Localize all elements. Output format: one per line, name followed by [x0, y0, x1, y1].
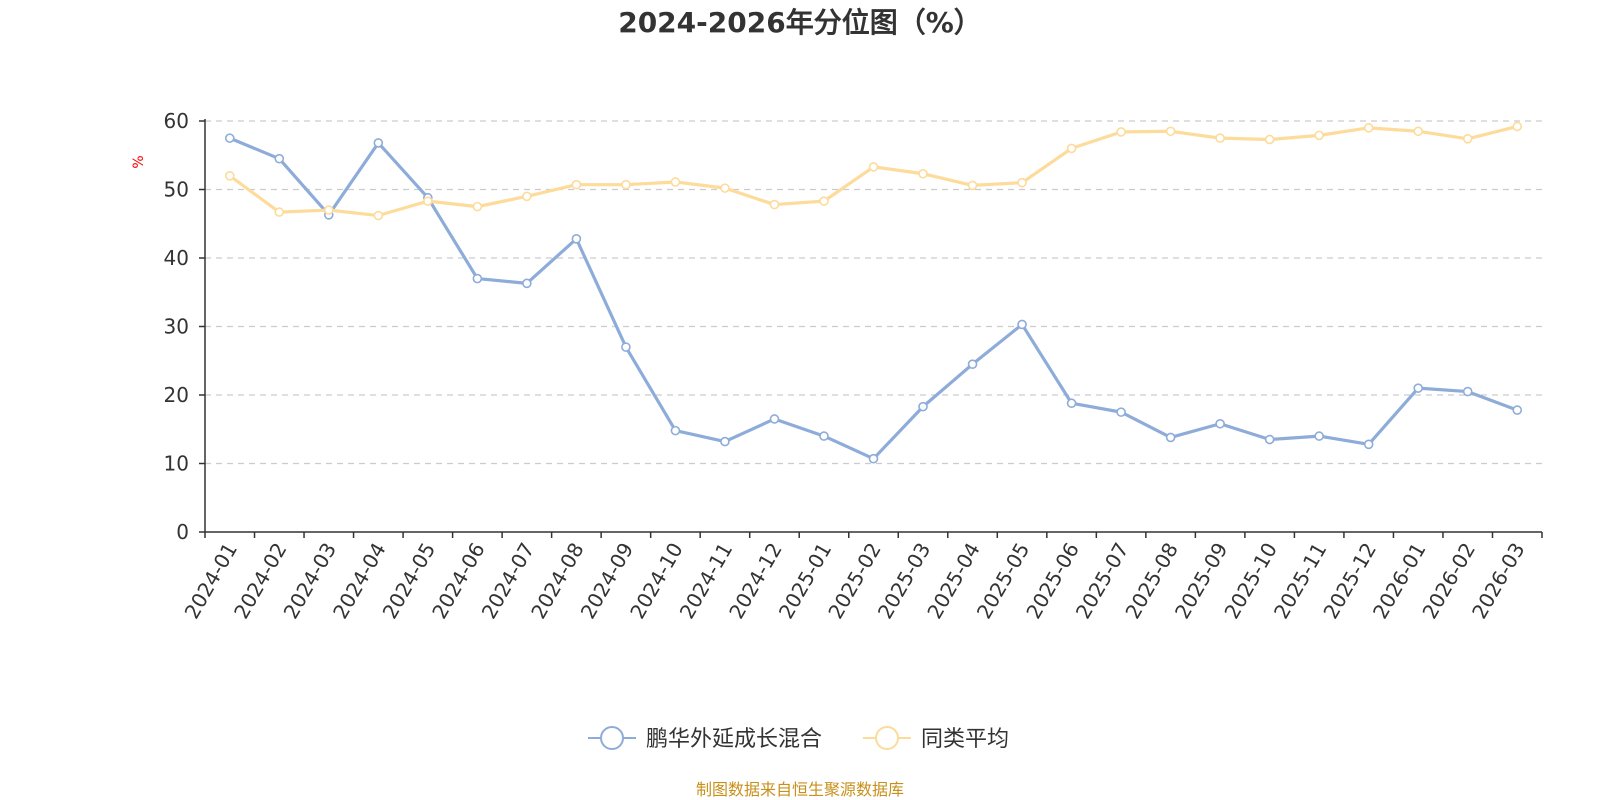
y-tick-label: 60 — [164, 109, 189, 133]
y-tick-label: 50 — [164, 178, 189, 202]
data-point — [1165, 126, 1176, 137]
y-axis-unit: % — [131, 155, 147, 168]
data-point — [670, 425, 681, 436]
y-tick-label: 40 — [164, 246, 189, 270]
data-point — [1264, 134, 1275, 145]
data-point — [1413, 126, 1424, 137]
data-point — [1512, 405, 1523, 415]
legend-marker-1 — [875, 726, 899, 750]
data-point — [1264, 434, 1275, 445]
data-point — [967, 180, 978, 191]
data-point — [720, 183, 730, 193]
y-tick-label: 0 — [176, 520, 189, 544]
data-point — [621, 179, 631, 190]
data-point — [274, 207, 285, 217]
data-point — [1363, 439, 1374, 450]
data-point — [571, 234, 582, 244]
legend-label-0: 鹏华外延成长混合 — [646, 727, 822, 752]
legend[interactable]: 鹏华外延成长混合 同类平均 — [588, 726, 1009, 752]
data-point — [522, 191, 532, 202]
source-note: 制图数据来自恒生聚源数据库 — [696, 780, 904, 799]
data-point — [720, 436, 730, 447]
data-point — [621, 342, 631, 352]
data-point — [819, 431, 829, 441]
data-point — [224, 133, 235, 143]
data-point — [1314, 431, 1324, 441]
legend-marker-0 — [600, 726, 624, 750]
grid — [205, 120, 1542, 465]
data-point — [1066, 398, 1077, 409]
data-point — [224, 171, 235, 181]
data-point — [1165, 432, 1176, 443]
data-point — [819, 196, 829, 206]
data-point — [1462, 134, 1473, 144]
data-point — [1512, 121, 1523, 132]
data-point — [1215, 133, 1225, 143]
data-point — [1066, 143, 1077, 154]
data-point — [1413, 383, 1424, 393]
data-point — [373, 210, 384, 221]
data-point — [769, 199, 780, 210]
data-point — [868, 453, 879, 464]
data-point — [1215, 418, 1225, 429]
y-tick-label: 30 — [164, 315, 189, 339]
data-point — [472, 201, 483, 212]
data-point — [1462, 386, 1473, 397]
data-point — [670, 177, 681, 187]
legend-label-1: 同类平均 — [921, 727, 1009, 752]
data-point — [373, 138, 384, 148]
data-point — [1116, 127, 1126, 137]
y-tick-label: 20 — [164, 383, 189, 407]
data-point — [323, 205, 334, 215]
data-point — [918, 168, 928, 179]
data-point — [769, 414, 780, 424]
data-point — [472, 273, 483, 284]
data-point — [571, 179, 582, 190]
data-point — [1314, 130, 1324, 141]
data-point — [918, 401, 928, 412]
data-point — [423, 196, 433, 206]
axes: 01020304050602024-012024-022024-032024-0… — [164, 109, 1543, 623]
data-point — [274, 153, 285, 164]
data-point — [868, 162, 879, 172]
chart-title: 2024-2026年分位图（%） — [618, 6, 982, 39]
data-point — [1017, 319, 1027, 330]
data-point — [1017, 177, 1027, 188]
series-lines — [224, 121, 1523, 464]
series-line-0 — [229, 136, 1518, 461]
data-point — [1116, 407, 1126, 417]
data-point — [1363, 123, 1374, 133]
y-tick-label: 10 — [164, 452, 189, 476]
data-point — [967, 359, 978, 369]
data-point — [522, 278, 532, 289]
